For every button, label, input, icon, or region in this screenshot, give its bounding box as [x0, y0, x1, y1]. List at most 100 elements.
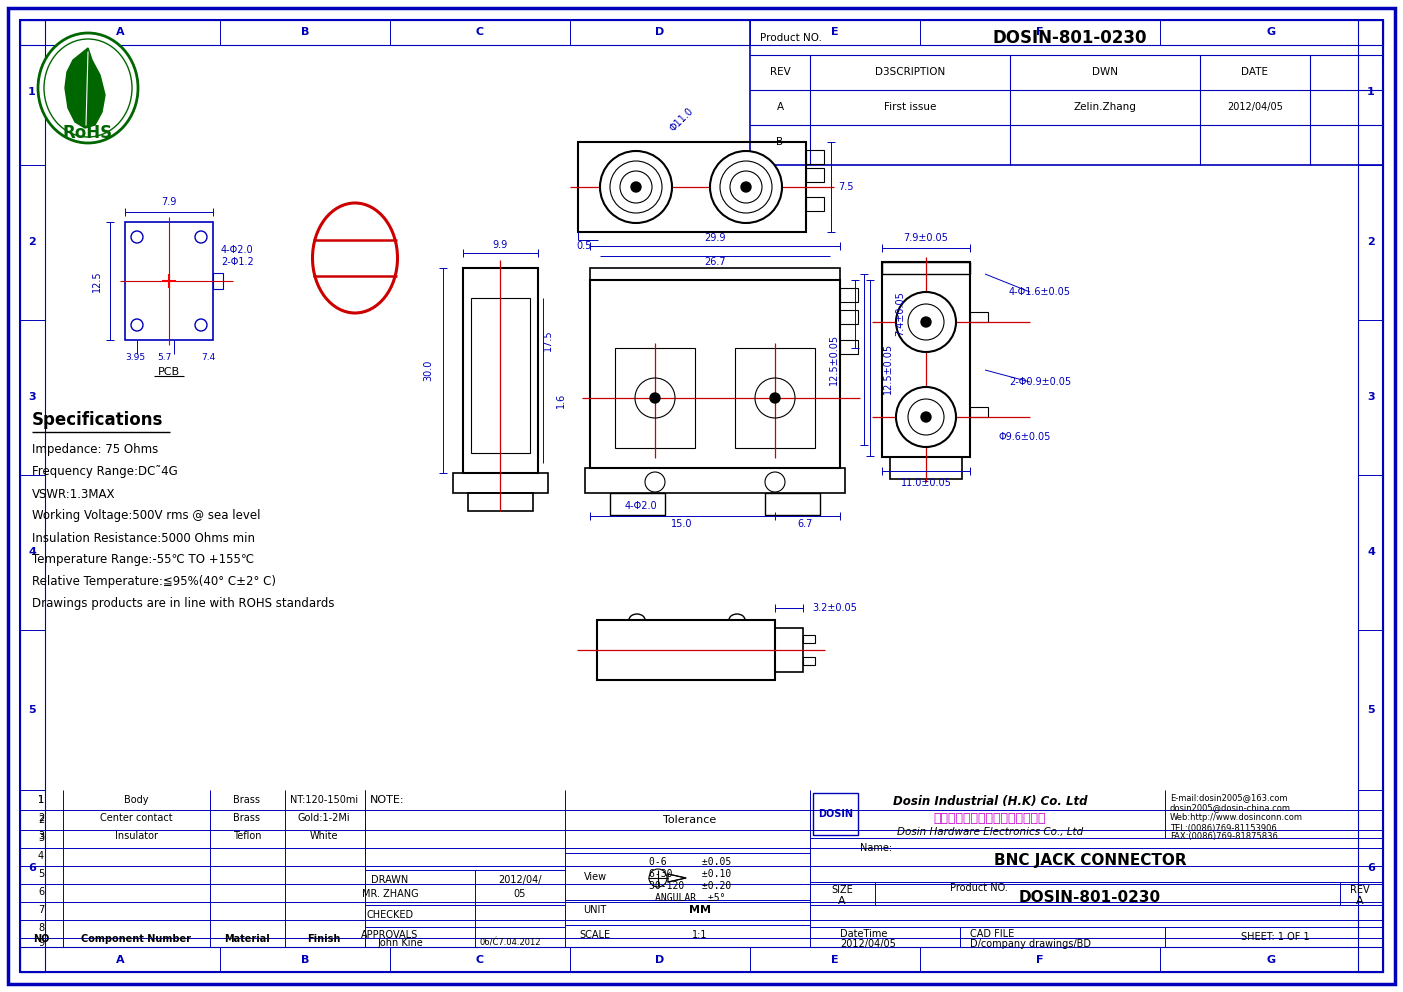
- Bar: [20, 20, 45, 972]
- Text: REV: REV: [770, 67, 790, 77]
- Circle shape: [600, 151, 672, 223]
- Text: 2: 2: [38, 813, 43, 823]
- Text: Tolerance: Tolerance: [664, 815, 717, 825]
- Text: D: D: [655, 27, 665, 37]
- Text: 12.5±0.05: 12.5±0.05: [829, 333, 839, 385]
- Text: 东莞市德豚五金电子制品有限公司: 东莞市德豚五金电子制品有限公司: [934, 811, 1047, 824]
- Text: White: White: [310, 831, 338, 841]
- Text: 5: 5: [28, 705, 36, 715]
- Text: Frequency Range:DC˜4G: Frequency Range:DC˜4G: [32, 465, 178, 478]
- Text: ANGULAR  ±5°: ANGULAR ±5°: [655, 893, 725, 903]
- Bar: [805, 150, 824, 164]
- Text: 7.5: 7.5: [838, 182, 854, 192]
- Text: SHEET: 1 OF 1: SHEET: 1 OF 1: [1240, 932, 1309, 942]
- Text: MR. ZHANG: MR. ZHANG: [362, 889, 418, 899]
- Text: 7.9: 7.9: [161, 197, 177, 207]
- Text: 1: 1: [1367, 87, 1375, 97]
- Text: 15.0: 15.0: [671, 519, 693, 529]
- Circle shape: [897, 292, 955, 352]
- Bar: [585, 468, 845, 493]
- Bar: [591, 268, 840, 280]
- Text: Insulator: Insulator: [115, 831, 157, 841]
- Text: Relative Temperature:≦95%(40° C±2° C): Relative Temperature:≦95%(40° C±2° C): [32, 575, 276, 588]
- Bar: [803, 635, 815, 643]
- Text: 7.9±0.05: 7.9±0.05: [904, 233, 948, 243]
- Text: 3: 3: [38, 833, 43, 843]
- Text: SIZE: SIZE: [831, 885, 853, 895]
- Text: 4: 4: [1367, 547, 1375, 557]
- Text: Φ11.0: Φ11.0: [668, 106, 696, 134]
- Text: F: F: [1037, 955, 1044, 965]
- Bar: [803, 657, 815, 665]
- Text: MM: MM: [689, 905, 711, 915]
- Bar: [840, 288, 859, 302]
- Text: A: A: [115, 27, 125, 37]
- Bar: [890, 457, 962, 479]
- Text: CHECKED: CHECKED: [366, 910, 414, 920]
- Text: 3: 3: [38, 831, 43, 841]
- Text: 5: 5: [38, 869, 43, 879]
- Text: D3SCRIPTION: D3SCRIPTION: [875, 67, 946, 77]
- Text: DOSIN-801-0230: DOSIN-801-0230: [1019, 890, 1162, 905]
- Text: 6: 6: [38, 887, 43, 897]
- Text: TEL:(0086)769-81153906: TEL:(0086)769-81153906: [1170, 823, 1277, 832]
- Text: 2-Φ1.2: 2-Φ1.2: [222, 257, 254, 267]
- Text: John Kine: John Kine: [377, 938, 422, 948]
- Text: DATE: DATE: [1242, 67, 1268, 77]
- Ellipse shape: [38, 33, 137, 143]
- Text: 2: 2: [28, 237, 36, 247]
- Text: Web:http://www.dosinconn.com: Web:http://www.dosinconn.com: [1170, 813, 1303, 822]
- Bar: [882, 262, 969, 457]
- Text: 0.5: 0.5: [577, 241, 592, 251]
- Text: C: C: [476, 955, 484, 965]
- Text: A: A: [838, 896, 846, 906]
- Text: Brass: Brass: [233, 795, 261, 805]
- Text: 2: 2: [38, 815, 43, 825]
- Text: 2012/04/05: 2012/04/05: [1228, 102, 1282, 112]
- Text: C: C: [476, 27, 484, 37]
- Text: REV: REV: [1350, 885, 1369, 895]
- Text: Body: Body: [123, 795, 149, 805]
- Text: 29.9: 29.9: [704, 233, 725, 243]
- Text: G: G: [1267, 955, 1275, 965]
- Circle shape: [650, 393, 659, 403]
- Text: DOSIN: DOSIN: [818, 809, 853, 819]
- Text: 12.5: 12.5: [93, 270, 102, 292]
- Text: 3: 3: [28, 392, 36, 402]
- Bar: [610, 493, 665, 515]
- Bar: [471, 298, 530, 453]
- Text: 6: 6: [28, 863, 36, 873]
- Text: NOTE:: NOTE:: [370, 795, 404, 805]
- Circle shape: [920, 412, 932, 422]
- Text: Component Number: Component Number: [81, 934, 191, 944]
- Text: 1:1: 1:1: [692, 930, 707, 940]
- Text: 30.0: 30.0: [422, 359, 434, 381]
- Text: Brass: Brass: [233, 813, 261, 823]
- Bar: [774, 628, 803, 672]
- Bar: [469, 493, 533, 511]
- Text: BNC JACK CONNECTOR: BNC JACK CONNECTOR: [993, 852, 1187, 867]
- Text: B: B: [300, 955, 309, 965]
- Text: 2012/04/05: 2012/04/05: [840, 939, 897, 949]
- Text: 06/Ć7.04.2012: 06/Ć7.04.2012: [480, 938, 540, 947]
- Text: Finish: Finish: [307, 934, 341, 944]
- Bar: [578, 142, 805, 232]
- Bar: [969, 312, 988, 322]
- Text: PCB: PCB: [159, 367, 180, 377]
- Text: DRAWN: DRAWN: [372, 875, 408, 885]
- Text: 3: 3: [1367, 392, 1375, 402]
- Text: Product NO.: Product NO.: [950, 883, 1007, 893]
- Bar: [805, 168, 824, 182]
- Bar: [840, 340, 859, 354]
- Text: Product NO.: Product NO.: [760, 33, 822, 43]
- Text: FAX:(0086)769-81875836: FAX:(0086)769-81875836: [1170, 831, 1278, 840]
- Circle shape: [741, 182, 751, 192]
- Text: 9: 9: [38, 938, 43, 948]
- Text: F: F: [1037, 27, 1044, 37]
- Bar: [463, 268, 537, 473]
- Text: 3.2±0.05: 3.2±0.05: [812, 603, 857, 613]
- Text: RoHS: RoHS: [63, 124, 114, 142]
- Bar: [20, 947, 1383, 972]
- Text: 11.0±0.05: 11.0±0.05: [901, 478, 951, 488]
- Text: A: A: [1357, 896, 1364, 906]
